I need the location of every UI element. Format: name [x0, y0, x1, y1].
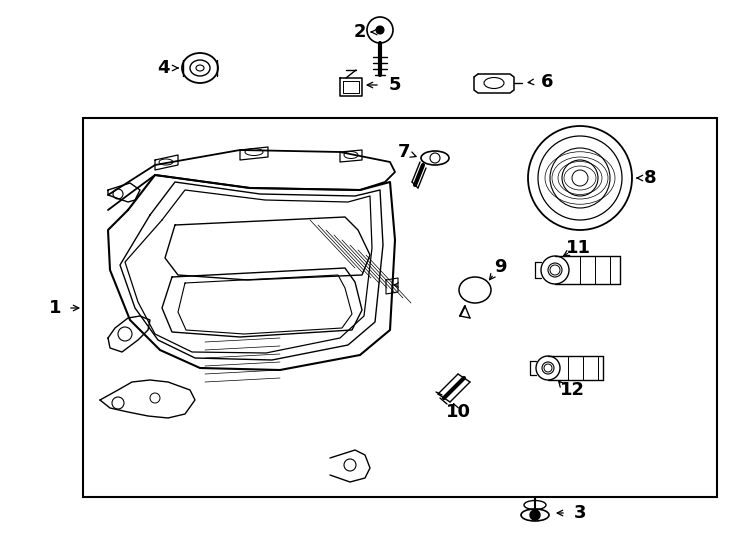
- Circle shape: [376, 26, 384, 34]
- Bar: [83, 118, 717, 497]
- Text: 4: 4: [157, 59, 170, 77]
- Circle shape: [530, 510, 540, 520]
- Text: 3: 3: [574, 504, 586, 522]
- Text: 6: 6: [541, 73, 553, 91]
- Text: 12: 12: [559, 381, 584, 399]
- Text: 1: 1: [48, 299, 61, 317]
- Text: 8: 8: [644, 169, 656, 187]
- Text: 7: 7: [398, 143, 410, 161]
- Text: 10: 10: [446, 403, 470, 421]
- Text: 9: 9: [494, 258, 506, 276]
- Text: 5: 5: [389, 76, 401, 94]
- Text: 2: 2: [354, 23, 366, 41]
- Text: 11: 11: [565, 239, 590, 257]
